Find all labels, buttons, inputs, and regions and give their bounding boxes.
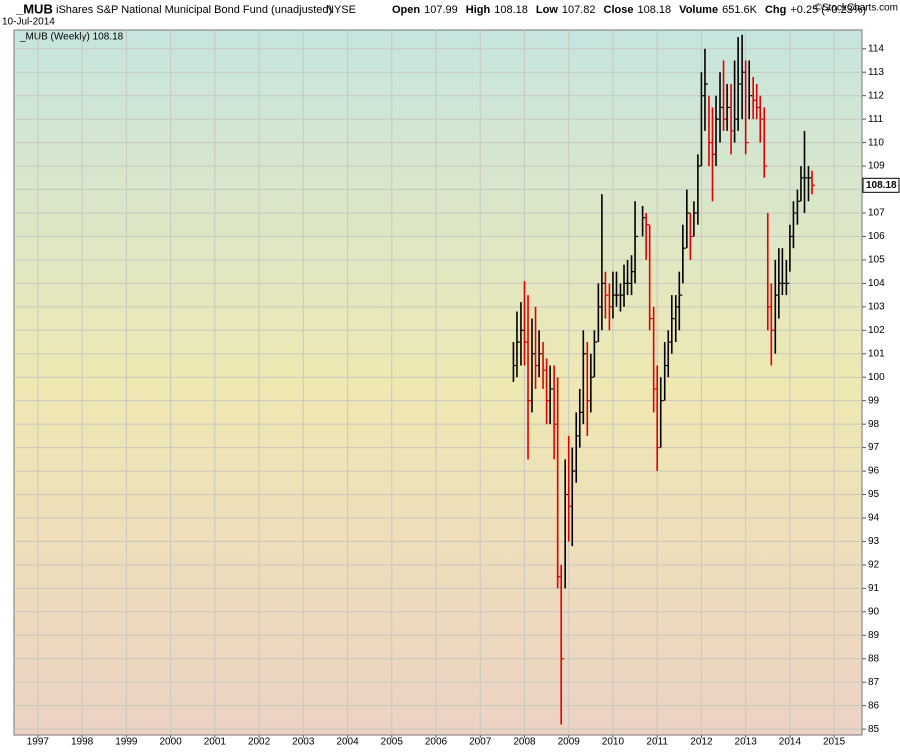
x-tick-label: 2004 bbox=[336, 737, 359, 748]
x-tick-label: 2007 bbox=[469, 737, 492, 748]
y-tick-label: 90 bbox=[868, 606, 880, 617]
y-tick-label: 114 bbox=[868, 43, 884, 54]
y-tick-label: 112 bbox=[868, 90, 884, 101]
x-tick-label: 2010 bbox=[602, 737, 625, 748]
quote-label: High bbox=[466, 4, 491, 16]
y-tick-label: 99 bbox=[868, 395, 880, 406]
credit: ©StockCharts.com bbox=[814, 3, 898, 14]
y-tick-label: 95 bbox=[868, 489, 880, 500]
quote-label: Volume bbox=[679, 4, 718, 16]
y-tick-label: 97 bbox=[868, 442, 880, 453]
exchange: NYSE bbox=[326, 4, 356, 16]
y-tick-label: 103 bbox=[868, 301, 885, 312]
quote-label: Close bbox=[604, 4, 634, 16]
x-tick-label: 2000 bbox=[159, 737, 182, 748]
x-tick-label: 2015 bbox=[823, 737, 846, 748]
legend-entry: _MUB (Weekly) 108.18 bbox=[19, 32, 124, 43]
y-tick-label: 104 bbox=[868, 278, 885, 289]
y-tick-label: 110 bbox=[868, 137, 884, 148]
quote-value: 651.6K bbox=[722, 4, 758, 16]
y-tick-label: 101 bbox=[868, 348, 885, 359]
quote-value: 107.99 bbox=[424, 4, 458, 16]
quote-value: +0.25 (+0.23%) bbox=[790, 4, 866, 16]
last-value-label: 108.18 bbox=[866, 180, 897, 191]
y-tick-label: 94 bbox=[868, 513, 880, 524]
quote: Open 107.99 High 108.18 Low 107.82 Close 108.18… bbox=[392, 4, 866, 16]
y-tick-label: 96 bbox=[868, 466, 880, 477]
y-tick-label: 113 bbox=[868, 67, 884, 78]
x-tick-label: 2014 bbox=[779, 737, 802, 748]
y-tick-label: 105 bbox=[868, 255, 885, 266]
y-tick-label: 102 bbox=[868, 325, 885, 336]
x-tick-label: 2013 bbox=[735, 737, 758, 748]
y-tick-label: 111 bbox=[868, 114, 884, 125]
y-tick-label: 107 bbox=[868, 208, 885, 219]
chart-title: _MUB bbox=[15, 1, 53, 16]
quote-label: Chg bbox=[765, 4, 786, 16]
x-tick-label: 2011 bbox=[646, 737, 668, 748]
x-tick-label: 2008 bbox=[513, 737, 536, 748]
quote-value: 107.82 bbox=[562, 4, 596, 16]
y-tick-label: 100 bbox=[868, 372, 885, 383]
y-tick-label: 92 bbox=[868, 560, 880, 571]
x-tick-label: 2001 bbox=[204, 737, 227, 748]
y-tick-label: 98 bbox=[868, 419, 880, 430]
last-value-box bbox=[862, 177, 900, 193]
y-tick-label: 93 bbox=[868, 536, 880, 547]
quote-label: Low bbox=[536, 4, 558, 16]
y-tick-label: 87 bbox=[868, 677, 880, 688]
y-tick-label: 88 bbox=[868, 653, 880, 664]
x-tick-label: 2009 bbox=[558, 737, 581, 748]
x-tick-label: 2002 bbox=[248, 737, 271, 748]
x-tick-label: 2003 bbox=[292, 737, 315, 748]
plot-area bbox=[13, 29, 863, 736]
y-tick-label: 109 bbox=[868, 161, 885, 172]
date: 10-Jul-2014 bbox=[2, 17, 55, 28]
x-tick-label: 2005 bbox=[381, 737, 404, 748]
x-tick-label: 1998 bbox=[71, 737, 94, 748]
y-tick-label: 91 bbox=[868, 583, 880, 594]
quote-value: 108.18 bbox=[638, 4, 672, 16]
subtitle: iShares S&P National Municipal Bond Fund… bbox=[56, 4, 332, 16]
y-tick-label: 106 bbox=[868, 231, 885, 242]
quote-value: 108.18 bbox=[494, 4, 528, 16]
y-tick-label: 89 bbox=[868, 630, 880, 641]
x-tick-label: 2012 bbox=[690, 737, 713, 748]
x-tick-label: 1999 bbox=[115, 737, 138, 748]
quote-label: Open bbox=[392, 4, 420, 16]
x-tick-label: 1997 bbox=[27, 737, 50, 748]
y-tick-label: 85 bbox=[868, 724, 880, 735]
x-tick-label: 2006 bbox=[425, 737, 448, 748]
y-tick-label: 86 bbox=[868, 700, 880, 711]
